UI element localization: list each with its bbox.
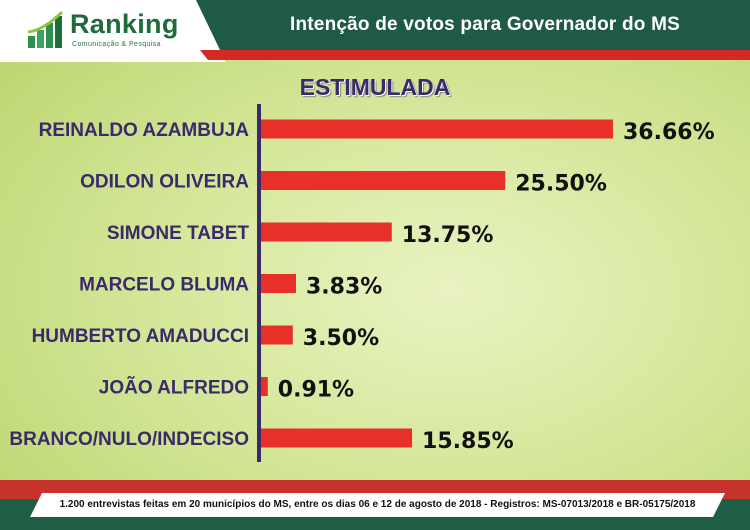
bar [261,325,293,345]
bar [261,274,296,293]
ranking-logo-icon [27,10,64,48]
title-band [196,0,750,50]
value-label: 0.91% [278,378,354,403]
category-label: JOÃO ALFREDO [99,377,249,399]
header-banner: Ranking Comunicação & Pesquisa Intenção … [0,0,750,62]
category-label: REINALDO AZAMBUJA [39,120,250,141]
bar [261,171,506,190]
title-accent-stripe [200,50,750,60]
bar [261,119,613,139]
value-label: 3.83% [306,275,382,300]
category-label: SIMONE TABET [107,223,250,244]
category-label: BRANCO/NULO/INDECISO [9,429,249,450]
value-label: 36.66% [623,120,715,145]
logo-subtitle: Comunicação & Pesquisa [72,41,161,48]
footer-note: 1.200 entrevistas feitas em 20 município… [59,499,696,510]
logo-name: Ranking [70,9,179,39]
category-label: ODILON OLIVEIRA [80,172,249,193]
value-label: 3.50% [303,326,379,351]
bar [261,428,413,448]
category-label: MARCELO BLUMA [79,275,249,296]
value-label: 25.50% [515,172,607,197]
bar [261,377,268,396]
value-label: 13.75% [402,223,494,248]
page-title: Intenção de votos para Governador do MS [290,14,680,35]
value-label: 15.85% [422,429,514,454]
category-label: HUMBERTO AMADUCCI [32,326,249,347]
bar [261,222,392,242]
chart-title: ESTIMULADA [299,74,451,100]
footer-note-panel [30,493,725,517]
